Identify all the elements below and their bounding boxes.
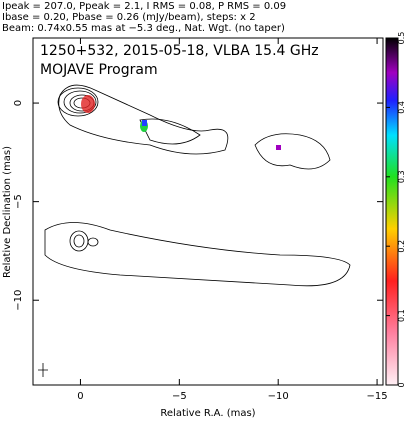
- x-tick-label: 0: [77, 391, 83, 402]
- x-tick-label: −15: [367, 391, 388, 402]
- colorbar-tick-label: 0.1: [397, 309, 406, 322]
- chart-title: 1250+532, 2015-05-18, VLBA 15.4 GHz: [40, 43, 319, 59]
- header-line: Ibase = 0.20, Pbase = 0.26 (mJy/beam), s…: [2, 12, 256, 23]
- x-tick-label: −10: [268, 391, 289, 402]
- contours: [38, 84, 351, 377]
- header-line: Beam: 0.74x0.55 mas at −5.3 deg., Nat. W…: [2, 23, 285, 34]
- colorbar-tick-label: 0.4: [397, 101, 406, 114]
- y-tick-label: −5: [13, 194, 24, 209]
- header-line: Ipeak = 207.0, Ppeak = 2.1, I RMS = 0.08…: [2, 1, 286, 12]
- colorbar-tick-label: 0.5: [397, 32, 406, 45]
- y-tick-label: −10: [13, 290, 24, 311]
- colorbar: [385, 37, 399, 386]
- colorbar-tick-label: 0.3: [397, 170, 406, 183]
- colorbar-tick-label: 0.2: [397, 240, 406, 253]
- x-axis-label: Relative R.A. (mas): [160, 408, 255, 419]
- colorbar-tick-label: 0: [397, 382, 406, 387]
- chart-subtitle: MOJAVE Program: [40, 62, 158, 78]
- y-tick-label: 0: [13, 100, 24, 106]
- x-tick-label: −5: [172, 391, 187, 402]
- y-axis-label: Relative Declination (mas): [2, 146, 13, 278]
- plot-frame: [32, 37, 384, 386]
